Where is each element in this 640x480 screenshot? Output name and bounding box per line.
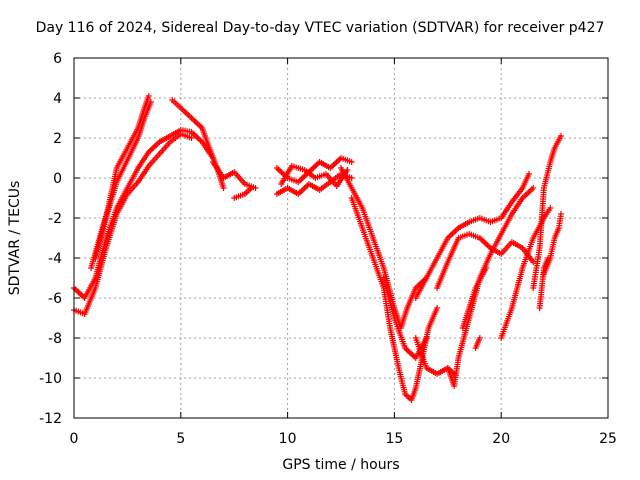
series-track-4 bbox=[92, 99, 154, 261]
data-point bbox=[547, 205, 554, 211]
y-tick-label: -6 bbox=[48, 291, 62, 307]
series-track-7 bbox=[231, 185, 255, 201]
series-track-21 bbox=[530, 133, 565, 291]
series-track-6 bbox=[209, 159, 259, 191]
x-tick-label: 15 bbox=[385, 431, 403, 447]
data-points bbox=[71, 93, 565, 403]
x-tick-label: 5 bbox=[176, 431, 185, 447]
chart-title: Day 116 of 2024, Sidereal Day-to-day VTE… bbox=[35, 20, 605, 36]
y-tick-label: 0 bbox=[53, 171, 62, 187]
series-track-14 bbox=[412, 335, 458, 377]
data-point bbox=[434, 305, 441, 311]
y-tick-label: 4 bbox=[53, 91, 62, 107]
series-track-2 bbox=[71, 131, 195, 317]
axis-ticks: 0 5 10 15 20 25 -12 -10 -8 -6 -4 -2 0 2 4 6 bbox=[39, 51, 617, 447]
y-tick-label: -12 bbox=[39, 411, 62, 427]
plot-frame bbox=[73, 57, 609, 419]
x-tick-label: 20 bbox=[492, 431, 510, 447]
data-point bbox=[145, 93, 152, 99]
y-tick-label: -8 bbox=[48, 331, 62, 347]
data-point bbox=[483, 265, 490, 271]
y-tick-label: -2 bbox=[48, 211, 62, 227]
series-track-18 bbox=[459, 265, 490, 331]
data-point bbox=[530, 259, 537, 265]
data-point bbox=[220, 185, 227, 191]
data-point bbox=[188, 135, 195, 141]
y-tick-label: -4 bbox=[48, 251, 62, 267]
x-tick-label: 0 bbox=[70, 431, 79, 447]
data-point bbox=[147, 99, 154, 105]
series-track-16 bbox=[434, 231, 537, 291]
series-track-5 bbox=[169, 97, 227, 191]
x-axis-label: GPS time / hours bbox=[282, 457, 400, 473]
data-point bbox=[344, 167, 351, 173]
y-tick-label: -10 bbox=[39, 371, 62, 387]
data-point bbox=[525, 171, 532, 177]
series-track-17 bbox=[444, 185, 537, 389]
series-track-19 bbox=[472, 335, 483, 351]
series-track-13 bbox=[380, 275, 430, 361]
y-tick-label: 6 bbox=[53, 51, 62, 67]
data-point bbox=[348, 175, 355, 181]
data-point bbox=[558, 211, 565, 217]
series-track-1 bbox=[71, 127, 216, 301]
data-point bbox=[423, 335, 430, 341]
data-point bbox=[476, 335, 483, 341]
x-tick-label: 25 bbox=[599, 431, 617, 447]
grid-lines bbox=[74, 58, 608, 418]
series-track-12 bbox=[348, 195, 441, 403]
y-tick-label: 2 bbox=[53, 131, 62, 147]
data-point bbox=[558, 133, 565, 139]
x-tick-label: 10 bbox=[279, 431, 297, 447]
data-point bbox=[348, 159, 355, 165]
data-point bbox=[530, 185, 537, 191]
data-point bbox=[248, 185, 255, 191]
series-track-23 bbox=[540, 211, 565, 277]
series-track-15 bbox=[412, 171, 532, 301]
